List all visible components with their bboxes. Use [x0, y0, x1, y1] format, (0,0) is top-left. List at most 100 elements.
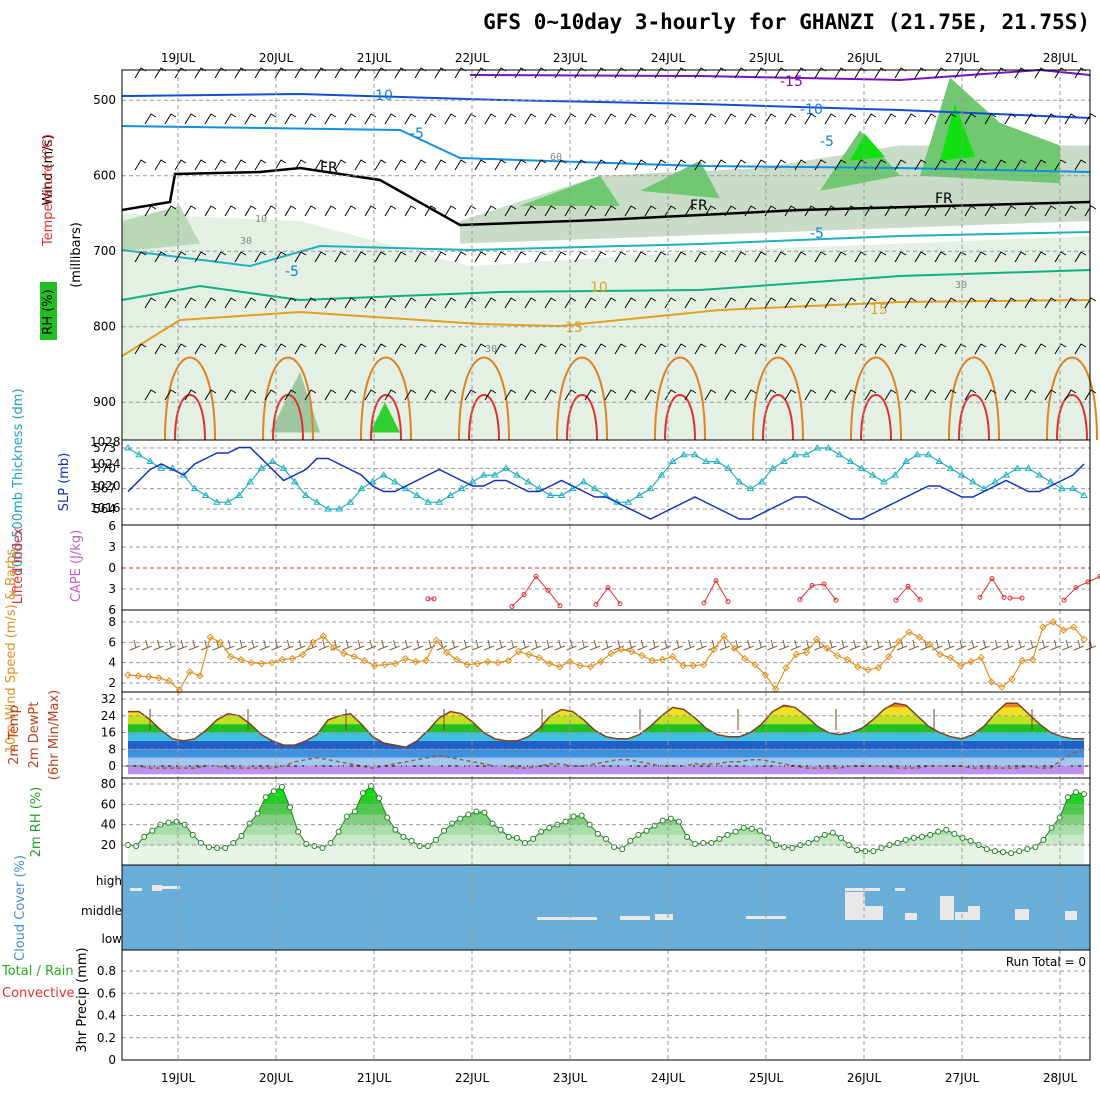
temp-band [128, 766, 1084, 775]
wind-barb [824, 389, 837, 401]
wind-barb [1064, 205, 1077, 217]
rh-point [165, 819, 172, 826]
thickness-point [457, 484, 466, 492]
wind-barb [664, 297, 677, 309]
wind-barb [184, 113, 197, 125]
li-point [1019, 595, 1025, 601]
wind-barb [674, 343, 687, 355]
isotherm-loop [360, 356, 412, 441]
rh-shade [640, 160, 720, 199]
wind-speed-point [617, 645, 626, 654]
wind-barb [674, 251, 687, 263]
rh-point [481, 809, 488, 816]
rh-contour-label: 30 [955, 280, 967, 291]
cloud-bar [537, 917, 597, 920]
rh-point [756, 827, 763, 834]
cloud-level-low: low [102, 932, 123, 946]
rh-point [335, 828, 342, 835]
thickness-point [802, 450, 810, 458]
wind-barb [584, 297, 597, 309]
rh-point [570, 813, 577, 820]
surface-wind-barb [967, 639, 978, 651]
thickness-tick: 567 [93, 482, 116, 496]
thickness-point [490, 471, 499, 478]
surface-wind-barb [743, 639, 754, 651]
isotherm-loop [468, 394, 500, 441]
wind-tick: 6 [108, 635, 116, 649]
wind-barb [1084, 113, 1097, 125]
wind-axis-label: Wind (m/s) [41, 135, 56, 206]
wind-speed-point [185, 668, 194, 676]
thickness-point [724, 464, 733, 471]
surface-wind-barb [295, 639, 306, 651]
li-point [545, 587, 551, 593]
thickness-point [924, 450, 933, 458]
rh-point [303, 840, 310, 847]
thickness-point [290, 477, 299, 485]
wind-barb [424, 205, 437, 217]
rh-point [684, 833, 691, 840]
li-point [557, 603, 563, 609]
wind-barb [324, 205, 337, 217]
rh-point [319, 845, 326, 852]
surface-wind-barb [507, 639, 518, 651]
wind-barb [244, 205, 257, 217]
wind-barb [704, 297, 717, 309]
surface-wind-barb [684, 639, 695, 651]
isotherm-loop [566, 394, 598, 441]
wind-speed-point [216, 638, 225, 647]
li-point [725, 599, 731, 605]
wind-barb [744, 113, 757, 125]
wind-speed-point [227, 652, 235, 661]
rh-point [246, 820, 253, 827]
wind-speed-point [288, 654, 297, 663]
surface-wind-barb [696, 639, 707, 651]
wind-speed-point [1059, 626, 1068, 634]
thickness-point [335, 505, 344, 512]
isotherm-loop [762, 394, 794, 441]
rh-point [1081, 791, 1087, 798]
wind-barb [254, 251, 267, 263]
wind-barb [584, 113, 597, 125]
cloud-bar [655, 914, 673, 920]
wind-barb [944, 113, 957, 125]
wind-barb [734, 343, 747, 355]
li-point [701, 600, 707, 606]
li-point [617, 601, 623, 607]
wind-speed-point [1028, 655, 1037, 664]
wind-speed-point [843, 655, 852, 664]
isotherm-loop [262, 356, 314, 441]
thickness-point [413, 491, 421, 498]
wind-barb [754, 159, 767, 171]
surface-wind-barb [1085, 639, 1096, 651]
surface-wind-barb [188, 639, 200, 651]
wind-barb [394, 343, 407, 355]
cloud-bar [130, 888, 142, 891]
wind-barb [484, 113, 497, 125]
rh-point [829, 829, 836, 836]
wind-barb [174, 343, 187, 355]
wind-barb [844, 205, 857, 217]
rh-point [1016, 848, 1023, 855]
wind-barb [594, 251, 607, 263]
rh-shade [122, 205, 200, 252]
rh-point [951, 830, 958, 837]
wind-barb [424, 297, 437, 309]
cloud-bar [968, 906, 980, 920]
thickness-point [379, 471, 388, 478]
surface-wind-barb [873, 639, 884, 651]
rh-point [894, 839, 901, 846]
rh-legend-swatch [40, 282, 57, 340]
rh-point [432, 836, 439, 843]
li-point [797, 597, 803, 602]
wind-barb [814, 251, 827, 263]
li-point [533, 573, 539, 579]
wind-speed-point [299, 650, 307, 659]
wind-barb [544, 297, 557, 309]
thickness-point [368, 477, 377, 485]
thickness-point [313, 498, 321, 505]
wind-barb [524, 205, 537, 217]
wind-speed-line [127, 621, 1085, 692]
date-label-top: 20JUL [259, 51, 294, 65]
wind-speed-point [340, 649, 348, 658]
